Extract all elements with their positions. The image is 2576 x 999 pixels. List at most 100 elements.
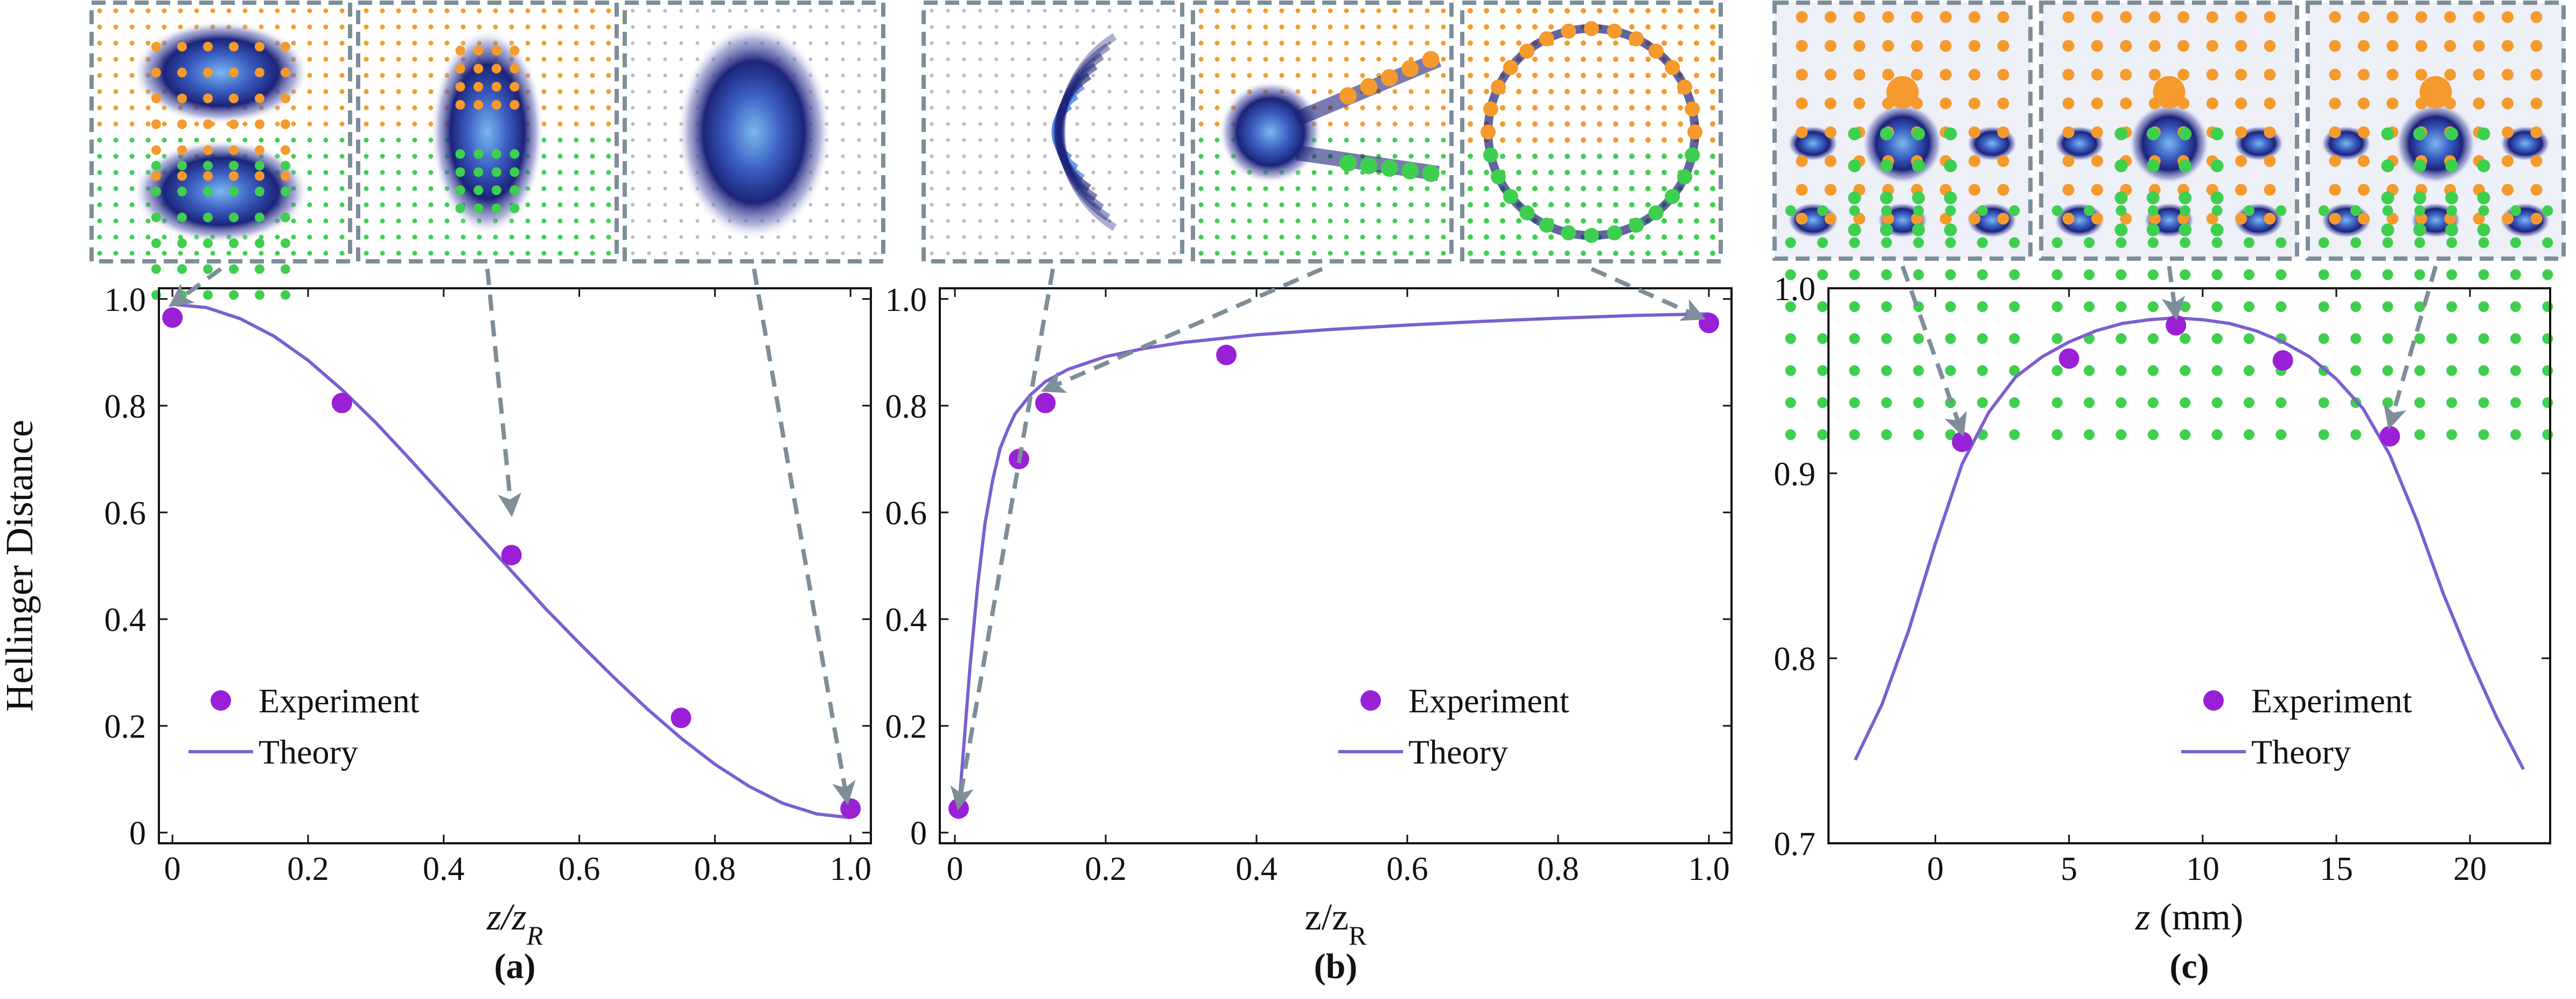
thumb-dot [364, 202, 369, 207]
thumb-dot [1059, 251, 1063, 255]
thumb-dot [1408, 40, 1414, 46]
thumb-dot [1629, 105, 1635, 110]
y-tick-label: 0.6 [104, 495, 146, 532]
thumb-dot [291, 121, 296, 127]
thumb-dot [1247, 186, 1252, 191]
thumb-dot [1968, 184, 1981, 196]
thumb-dot [557, 218, 563, 224]
thumb-dot [1376, 40, 1381, 46]
thumb-dot [1597, 170, 1602, 175]
thumb-dot [1279, 218, 1284, 224]
thumb-dot [792, 235, 797, 239]
thumb-dot [1645, 251, 1651, 256]
thumb-dot [1328, 218, 1333, 224]
thumb-dot [1796, 155, 1808, 167]
thumb-dot [2206, 68, 2218, 81]
thumb-dot [1945, 301, 1956, 313]
thumb-dot [1027, 203, 1031, 207]
thumb-dot [1645, 24, 1651, 30]
thumb-dot [873, 170, 877, 175]
thumb-dot [776, 25, 780, 29]
x-tick-label: 0.6 [559, 851, 601, 887]
thumb-dot [1491, 79, 1506, 95]
thumb-dot [1817, 333, 1828, 344]
thumb-dot [2235, 11, 2247, 23]
thumb-dot [281, 171, 290, 181]
thumb-dot [2542, 237, 2553, 248]
thumb-dot [275, 24, 280, 30]
thumb-dot [1376, 8, 1381, 13]
thumb-dot [1613, 186, 1618, 191]
thumb-dot [1468, 137, 1473, 143]
thumb-dot [113, 202, 118, 207]
thumb-dot [1295, 73, 1301, 78]
thumb-dot [97, 73, 102, 78]
thumb-dot [1548, 73, 1554, 78]
experiment-point [2058, 348, 2079, 369]
thumb-dot [1997, 155, 2009, 167]
thumb-dot [1156, 106, 1160, 110]
thumb-dot [1198, 154, 1204, 159]
thumb-dot [339, 8, 345, 13]
thumb-dot [1613, 251, 1618, 256]
thumb-dot [255, 238, 264, 248]
thumb-dot [1796, 184, 1808, 196]
thumb-frame [89, 1, 352, 263]
thumb-dot [1939, 40, 1952, 52]
thumb-dot [2264, 98, 2276, 109]
thumb-dot [1997, 11, 2009, 23]
thumb-dot [1597, 57, 1602, 62]
thumb-dot [930, 251, 934, 255]
experiment-point [1216, 344, 1237, 365]
thumb-dot [2446, 333, 2458, 344]
legend-experiment-marker [211, 690, 231, 711]
experiment-point [2166, 315, 2187, 336]
thumb-dot [679, 41, 683, 45]
thumb-dot [339, 89, 345, 94]
thumb-dot [1156, 219, 1160, 223]
thumb-dot [1247, 57, 1252, 62]
thumb-dot [1481, 124, 1496, 140]
thumb-dot [1328, 186, 1333, 191]
thumb-dot [978, 203, 982, 207]
thumb-dot [1392, 234, 1398, 240]
thumb-dot [151, 238, 161, 248]
thumb-dot [2329, 11, 2341, 23]
y-tick-label: 0.4 [885, 602, 927, 639]
thumb-dot [113, 154, 118, 159]
thumb-dot [380, 57, 385, 62]
thumb-dot [1043, 25, 1047, 29]
thumb-dot [590, 170, 595, 175]
thumb-dot [1425, 251, 1430, 256]
thumb-dot [455, 167, 465, 177]
panel-b-axes-frame [939, 287, 1733, 844]
thumb-dot [1091, 170, 1095, 175]
thumb-dot [1503, 189, 1518, 204]
thumb-dot [1468, 218, 1473, 224]
thumb-dot [857, 154, 861, 158]
thumb-dot [606, 202, 611, 207]
thumb-dot [339, 251, 345, 256]
thumb-dot [557, 154, 563, 159]
thumb-dot [2009, 269, 2020, 280]
thumb-dot [1548, 202, 1554, 207]
thumb-dot [946, 186, 950, 191]
thumb-dot [873, 106, 877, 110]
thumb-dot [281, 290, 290, 300]
thumb-dot [1441, 154, 1446, 159]
thumb-dot [2120, 98, 2132, 109]
thumb-dot [2382, 205, 2393, 216]
thumb-dot [460, 24, 466, 30]
thumb-dot [113, 105, 118, 110]
thumb-dot [323, 105, 329, 110]
thumb-dot [1484, 8, 1489, 13]
thumb-dot [2264, 212, 2276, 225]
thumb-dot [1401, 60, 1419, 78]
thumb-dot [663, 219, 667, 223]
thumb-dot [1468, 154, 1473, 159]
thumb-dot [2329, 98, 2341, 109]
thumb-dot [145, 137, 151, 143]
thumb-dot [1491, 169, 1506, 185]
thumb-dot [1425, 89, 1430, 94]
thumb-dot [1532, 89, 1538, 94]
